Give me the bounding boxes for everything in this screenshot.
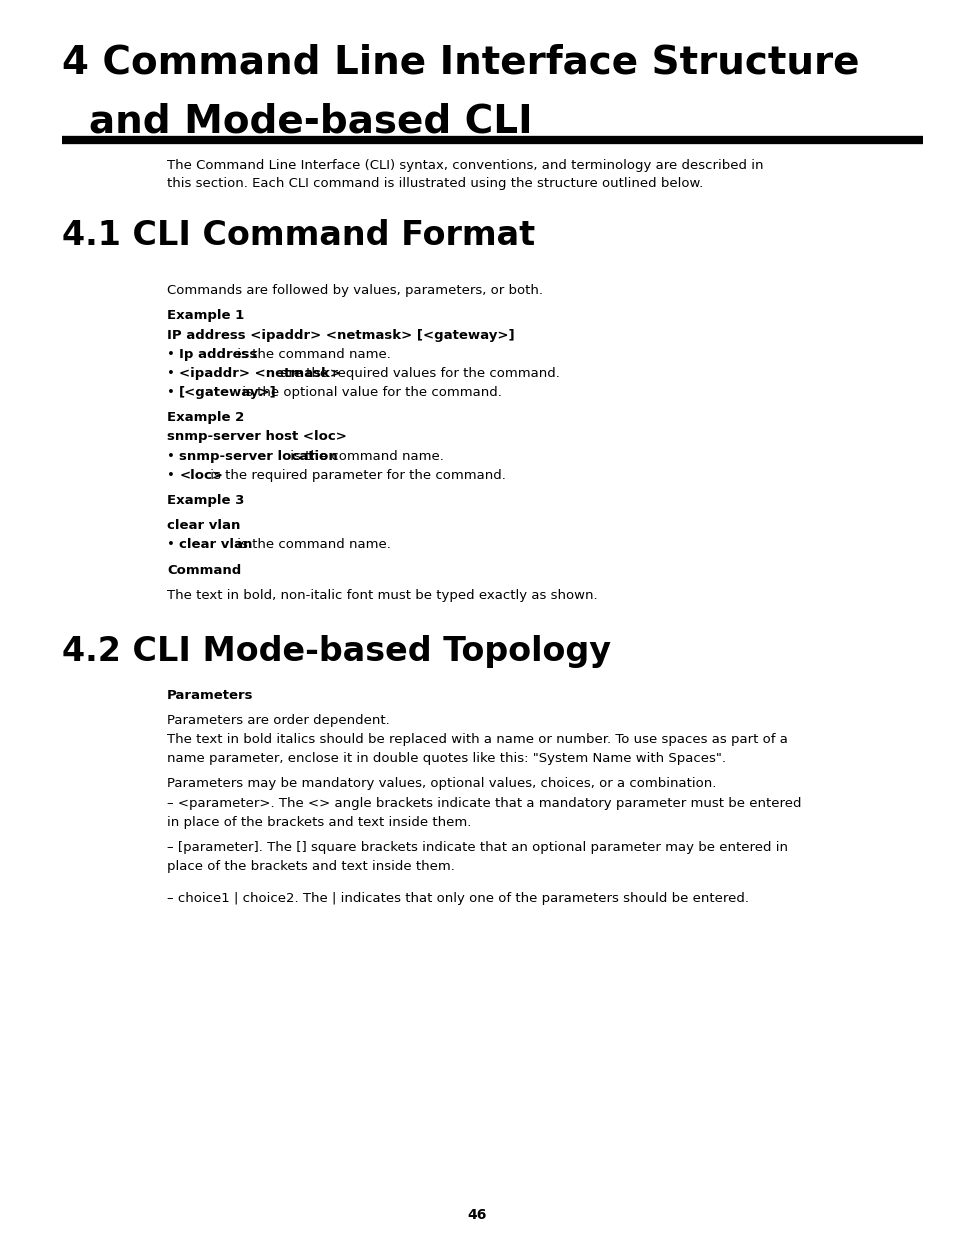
Text: IP address <ipaddr> <netmask> [<gateway>]: IP address <ipaddr> <netmask> [<gateway>… bbox=[167, 329, 514, 342]
Text: •: • bbox=[167, 450, 174, 463]
Text: Parameters: Parameters bbox=[167, 688, 253, 701]
Text: Parameters are order dependent.: Parameters are order dependent. bbox=[167, 714, 389, 727]
Text: snmp-server host <loc>: snmp-server host <loc> bbox=[167, 430, 347, 443]
Text: clear vlan: clear vlan bbox=[179, 538, 253, 552]
Text: is the command name.: is the command name. bbox=[233, 538, 390, 552]
Text: •: • bbox=[167, 538, 174, 552]
Text: is the command name.: is the command name. bbox=[286, 450, 443, 463]
Text: •: • bbox=[167, 385, 174, 399]
Text: •: • bbox=[167, 468, 174, 482]
Text: The text in bold, non-italic font must be typed exactly as shown.: The text in bold, non-italic font must b… bbox=[167, 589, 597, 603]
Text: Example 1: Example 1 bbox=[167, 310, 244, 322]
Text: Commands are followed by values, parameters, or both.: Commands are followed by values, paramet… bbox=[167, 284, 542, 298]
Text: •: • bbox=[167, 348, 174, 361]
Text: 4.1 CLI Command Format: 4.1 CLI Command Format bbox=[62, 219, 535, 252]
Text: 4 Command Line Interface Structure: 4 Command Line Interface Structure bbox=[62, 43, 859, 82]
Text: clear vlan: clear vlan bbox=[167, 519, 240, 532]
Text: [<gateway>]: [<gateway>] bbox=[179, 385, 276, 399]
Text: <loc>: <loc> bbox=[179, 468, 223, 482]
Text: 4.2 CLI Mode-based Topology: 4.2 CLI Mode-based Topology bbox=[62, 635, 610, 668]
Text: is the required parameter for the command.: is the required parameter for the comman… bbox=[206, 468, 505, 482]
Text: is the optional value for the command.: is the optional value for the command. bbox=[238, 385, 501, 399]
Text: Example 2: Example 2 bbox=[167, 411, 244, 425]
Text: snmp-server location: snmp-server location bbox=[179, 450, 337, 463]
Text: <ipaddr> <netmask>: <ipaddr> <netmask> bbox=[179, 367, 341, 380]
Text: is the command name.: is the command name. bbox=[233, 348, 390, 361]
Text: in place of the brackets and text inside them.: in place of the brackets and text inside… bbox=[167, 815, 471, 829]
Text: are the required values for the command.: are the required values for the command. bbox=[275, 367, 558, 380]
Text: name parameter, enclose it in double quotes like this: "System Name with Spaces": name parameter, enclose it in double quo… bbox=[167, 752, 725, 766]
Text: – [parameter]. The [] square brackets indicate that an optional parameter may be: – [parameter]. The [] square brackets in… bbox=[167, 841, 787, 855]
Text: – <parameter>. The <> angle brackets indicate that a mandatory parameter must be: – <parameter>. The <> angle brackets ind… bbox=[167, 797, 801, 810]
Text: 46: 46 bbox=[467, 1208, 486, 1221]
Text: Parameters may be mandatory values, optional values, choices, or a combination.: Parameters may be mandatory values, opti… bbox=[167, 777, 716, 790]
Text: Example 3: Example 3 bbox=[167, 494, 244, 508]
Text: place of the brackets and text inside them.: place of the brackets and text inside th… bbox=[167, 860, 455, 873]
Text: Ip address: Ip address bbox=[179, 348, 257, 361]
Text: Command: Command bbox=[167, 563, 241, 577]
Text: – choice1 | choice2. The | indicates that only one of the parameters should be e: – choice1 | choice2. The | indicates tha… bbox=[167, 892, 748, 905]
Text: The Command Line Interface (CLI) syntax, conventions, and terminology are descri: The Command Line Interface (CLI) syntax,… bbox=[167, 159, 762, 190]
Text: and Mode-based CLI: and Mode-based CLI bbox=[62, 103, 532, 141]
Text: The text in bold italics should be replaced with a name or number. To use spaces: The text in bold italics should be repla… bbox=[167, 732, 787, 746]
Text: •: • bbox=[167, 367, 174, 380]
